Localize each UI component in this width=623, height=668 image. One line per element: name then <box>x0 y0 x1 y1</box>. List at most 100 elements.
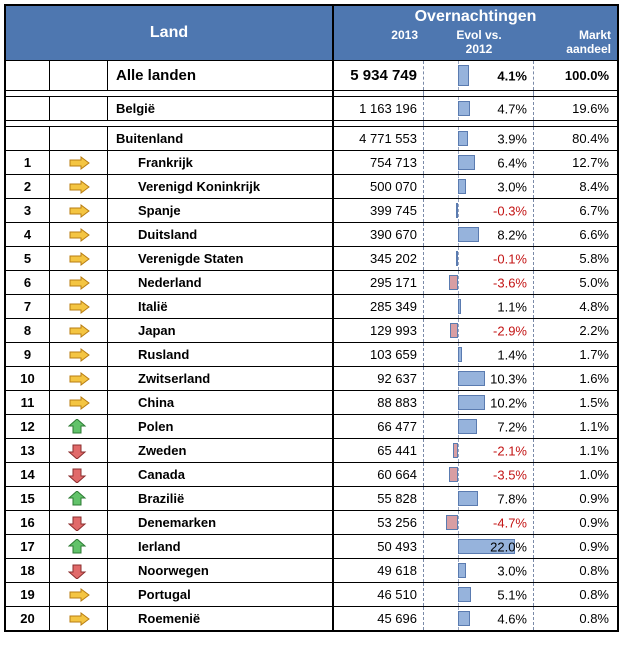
trend-down-icon <box>50 463 108 486</box>
table-row: 12Polen66 4777.2%1.1% <box>6 414 617 438</box>
trend-down-icon <box>50 559 108 582</box>
evol-cell: 1.4% <box>424 343 534 366</box>
value-2013: 46 510 <box>334 583 424 606</box>
market-share: 1.1% <box>534 439 617 462</box>
rank-cell: 18 <box>6 559 50 582</box>
trend-same-icon <box>50 319 108 342</box>
market-share: 0.9% <box>534 535 617 558</box>
trend-same-icon <box>50 607 108 630</box>
value-2013: 295 171 <box>334 271 424 294</box>
table-row: 6Nederland295 171-3.6%5.0% <box>6 270 617 294</box>
table-row: 10Zwitserland92 63710.3%1.6% <box>6 366 617 390</box>
evol-cell: 3.9% <box>424 127 534 150</box>
trend-same-icon <box>50 247 108 270</box>
country-name: China <box>108 391 334 414</box>
table-row: 1Frankrijk754 7136.4%12.7% <box>6 150 617 174</box>
trend-down-icon <box>50 439 108 462</box>
rank-cell: 9 <box>6 343 50 366</box>
evol-cell: 3.0% <box>424 175 534 198</box>
value-2013: 4 771 553 <box>334 127 424 150</box>
market-share: 80.4% <box>534 127 617 150</box>
rank-cell: 2 <box>6 175 50 198</box>
value-2013: 45 696 <box>334 607 424 630</box>
evol-cell: -3.5% <box>424 463 534 486</box>
market-share: 100.0% <box>534 61 617 90</box>
market-share: 1.6% <box>534 367 617 390</box>
value-2013: 390 670 <box>334 223 424 246</box>
market-share: 0.8% <box>534 607 617 630</box>
trend-down-icon <box>50 511 108 534</box>
trend-up-icon <box>50 415 108 438</box>
rank-cell: 14 <box>6 463 50 486</box>
table-row: 4Duitsland390 6708.2%6.6% <box>6 222 617 246</box>
country-name: Brazilië <box>108 487 334 510</box>
value-2013: 49 618 <box>334 559 424 582</box>
market-share: 0.9% <box>534 487 617 510</box>
table-header: Land Overnachtingen 2013 Evol vs. 2012 M… <box>6 6 617 60</box>
trend-same-icon <box>50 175 108 198</box>
evol-cell: -4.7% <box>424 511 534 534</box>
table-row: 19Portugal46 5105.1%0.8% <box>6 582 617 606</box>
evol-cell: 5.1% <box>424 583 534 606</box>
evol-cell: 7.8% <box>424 487 534 510</box>
country-name: Japan <box>108 319 334 342</box>
spacer-row <box>6 90 617 96</box>
table-row: 7Italië285 3491.1%4.8% <box>6 294 617 318</box>
country-name: Polen <box>108 415 334 438</box>
table-row: 3Spanje399 745-0.3%6.7% <box>6 198 617 222</box>
header-overnights: Overnachtingen 2013 Evol vs. 2012 Markt … <box>334 6 617 60</box>
market-share: 1.1% <box>534 415 617 438</box>
market-share: 8.4% <box>534 175 617 198</box>
country-name: Frankrijk <box>108 151 334 174</box>
value-2013: 65 441 <box>334 439 424 462</box>
market-share: 0.9% <box>534 511 617 534</box>
trend-same-icon <box>50 583 108 606</box>
evol-cell: 3.0% <box>424 559 534 582</box>
country-name: Zwitserland <box>108 367 334 390</box>
market-share: 12.7% <box>534 151 617 174</box>
evol-cell: -0.1% <box>424 247 534 270</box>
country-name: Roemenië <box>108 607 334 630</box>
rank-cell: 20 <box>6 607 50 630</box>
arrow-cell <box>50 61 108 90</box>
market-share: 6.7% <box>534 199 617 222</box>
country-name: Verenigde Staten <box>108 247 334 270</box>
country-name: Denemarken <box>108 511 334 534</box>
rank-cell: 7 <box>6 295 50 318</box>
evol-cell: 7.2% <box>424 415 534 438</box>
market-share: 2.2% <box>534 319 617 342</box>
table-row: 17Ierland50 49322.0%0.9% <box>6 534 617 558</box>
rank-cell: 17 <box>6 535 50 558</box>
table-row: 16Denemarken53 256-4.7%0.9% <box>6 510 617 534</box>
table-row: 2Verenigd Koninkrijk500 0703.0%8.4% <box>6 174 617 198</box>
header-col-mkt: Markt aandeel <box>534 26 617 60</box>
evol-cell: 4.6% <box>424 607 534 630</box>
table-row: 20 Roemenië45 6964.6%0.8% <box>6 606 617 630</box>
header-overnights-title: Overnachtingen <box>334 6 617 26</box>
evol-cell: -3.6% <box>424 271 534 294</box>
evol-cell: 22.0% <box>424 535 534 558</box>
market-share: 0.8% <box>534 583 617 606</box>
evol-cell: 4.1% <box>424 61 534 90</box>
trend-same-icon <box>50 295 108 318</box>
country-name: Ierland <box>108 535 334 558</box>
market-share: 1.7% <box>534 343 617 366</box>
rank-cell <box>6 127 50 150</box>
trend-same-icon <box>50 391 108 414</box>
evol-cell: 8.2% <box>424 223 534 246</box>
market-share: 0.8% <box>534 559 617 582</box>
rank-cell: 4 <box>6 223 50 246</box>
market-share: 1.5% <box>534 391 617 414</box>
country-name: België <box>108 97 334 120</box>
value-2013: 754 713 <box>334 151 424 174</box>
market-share: 19.6% <box>534 97 617 120</box>
evol-cell: 10.3% <box>424 367 534 390</box>
rank-cell: 10 <box>6 367 50 390</box>
country-name: Noorwegen <box>108 559 334 582</box>
evol-cell: 1.1% <box>424 295 534 318</box>
evol-cell: 6.4% <box>424 151 534 174</box>
rank-cell: 11 <box>6 391 50 414</box>
trend-same-icon <box>50 151 108 174</box>
trend-same-icon <box>50 223 108 246</box>
rank-cell: 6 <box>6 271 50 294</box>
